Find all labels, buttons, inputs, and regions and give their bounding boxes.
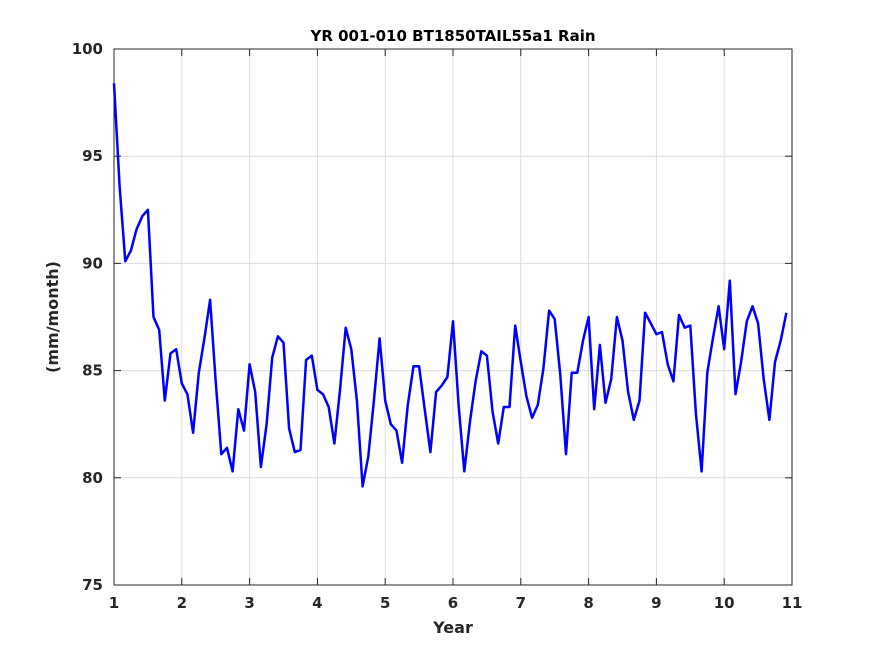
rain-series-line [112, 83, 788, 488]
y-tick-label: 90 [82, 254, 103, 272]
x-tick-label: 10 [714, 594, 735, 612]
y-tick-label: 100 [72, 40, 103, 58]
x-tick-label: 1 [109, 594, 119, 612]
x-tick-label: 9 [651, 594, 661, 612]
x-tick-label: 4 [312, 594, 322, 612]
y-tick-label: 80 [82, 469, 103, 487]
x-tick-label: 2 [177, 594, 187, 612]
x-tick-label: 8 [583, 594, 593, 612]
y-axis-title: (mm/month) [43, 261, 62, 373]
x-tick-label: 7 [516, 594, 526, 612]
chart-title: YR 001-010 BT1850TAIL55a1 Rain [309, 27, 595, 45]
y-tick-label: 95 [82, 147, 103, 165]
x-tick-label: 5 [380, 594, 390, 612]
x-tick-label: 6 [448, 594, 458, 612]
x-tick-label: 3 [244, 594, 254, 612]
axis-ticks: 1 2 3 4 5 6 7 8 9 10 11 75 80 85 90 95 100 [72, 40, 803, 612]
x-tick-label: 11 [782, 594, 803, 612]
grid [113, 48, 793, 586]
y-tick-label: 85 [82, 362, 103, 380]
x-axis-title: Year [432, 618, 473, 637]
y-tick-label: 75 [82, 576, 103, 594]
